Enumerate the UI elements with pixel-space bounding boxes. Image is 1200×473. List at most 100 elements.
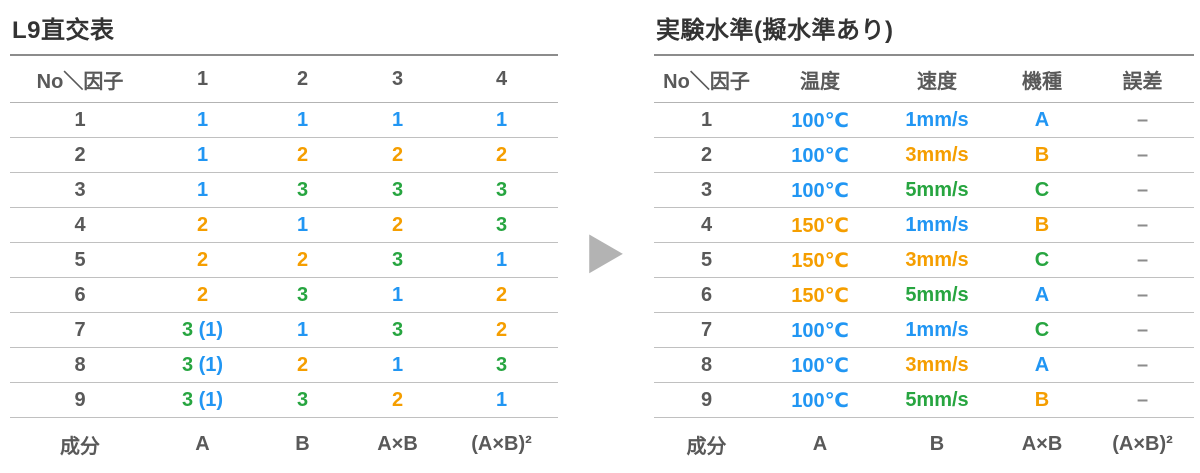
table-cell: B: [1034, 213, 1050, 236]
table-cell: 2: [296, 248, 309, 271]
table-cell: 1mm/s: [905, 213, 969, 236]
table-cell: 2: [196, 213, 209, 236]
table-cell: C: [1034, 178, 1050, 201]
table-row: 9 3 (1) 3 2 1: [10, 383, 558, 418]
table-cell: 2: [495, 143, 508, 166]
table-row: 7 3 (1) 1 3 2: [10, 313, 558, 348]
table-cell: 1: [391, 283, 404, 306]
header-cell-speed: 速度: [917, 70, 957, 93]
experiment-levels-table: 実験水準(擬水準あり) No＼因子 温度 速度 機種 誤差 1 100℃ 1mm/s…: [654, 8, 1194, 473]
table-cell: 1mm/s: [905, 318, 969, 341]
header-cell-col3: 3: [391, 67, 404, 90]
table-cell: B: [1034, 388, 1050, 411]
table-row: 5 2 2 3 1: [10, 243, 558, 278]
table-cell: 150℃: [791, 249, 849, 272]
footer-cell-axb2: (A×B)²: [471, 432, 532, 455]
table-cell: 100℃: [791, 319, 849, 342]
row-number: 2: [700, 143, 713, 166]
right-table-header: No＼因子 温度 速度 機種 誤差: [654, 56, 1194, 103]
row-number: 5: [74, 248, 86, 271]
row-number: 1: [74, 108, 86, 131]
row-number: 6: [700, 283, 713, 306]
table-cell: 3: [391, 248, 404, 271]
table-cell: B: [1034, 143, 1050, 166]
table-cell: 3mm/s: [905, 248, 969, 271]
table-cell: 3: [296, 178, 309, 201]
table-cell: 2: [391, 388, 404, 411]
table-cell: 2: [296, 143, 309, 166]
table-cell: 100℃: [791, 144, 849, 167]
table-cell: 3: [296, 388, 309, 411]
table-cell: 1mm/s: [905, 108, 969, 131]
footer-cell-a: A: [812, 432, 828, 455]
table-cell: –: [1136, 248, 1149, 271]
table-cell: 100℃: [791, 389, 849, 412]
table-cell: 150℃: [791, 284, 849, 307]
row-number: 4: [700, 213, 713, 236]
footer-cell-component: 成分: [686, 435, 727, 458]
table-row: 4 2 1 2 3: [10, 208, 558, 243]
table-cell: 5mm/s: [905, 178, 969, 201]
table-row: 1 1 1 1 1: [10, 103, 558, 138]
right-arrow-icon: ▶: [589, 221, 623, 279]
row-number: 4: [74, 213, 86, 236]
footer-cell-axb: A×B: [377, 432, 418, 455]
header-cell-no-factor: No＼因子: [663, 70, 750, 93]
table-cell: 1: [495, 108, 508, 131]
row-number: 3: [700, 178, 713, 201]
row-number: 2: [74, 143, 86, 166]
arrow-container: ▶: [558, 8, 654, 473]
table-cell: 3 (1): [181, 353, 224, 376]
table-cell: 1: [391, 108, 404, 131]
table-cell: 3: [495, 213, 508, 236]
table-row: 9 100℃ 5mm/s B –: [654, 383, 1194, 418]
table-cell: 3 (1): [181, 388, 224, 411]
table-cell: 2: [495, 283, 508, 306]
header-cell-col4: 4: [495, 67, 508, 90]
table-cell: 2: [495, 318, 508, 341]
table-cell: 1: [196, 143, 209, 166]
table-cell: 2: [196, 283, 209, 306]
table-cell: A: [1034, 353, 1050, 376]
table-row: 7 100℃ 1mm/s C –: [654, 313, 1194, 348]
table-cell: 3: [391, 318, 404, 341]
row-number: 8: [74, 353, 86, 376]
table-cell: 5mm/s: [905, 283, 969, 306]
table-cell: –: [1136, 213, 1149, 236]
row-number: 9: [700, 388, 713, 411]
left-table-title: L9直交表: [10, 8, 558, 56]
table-cell: 2: [296, 353, 309, 376]
table-row: 2 100℃ 3mm/s B –: [654, 138, 1194, 173]
row-number: 5: [700, 248, 713, 271]
table-cell: 1: [495, 388, 508, 411]
header-cell-col2: 2: [296, 67, 309, 90]
table-cell: –: [1136, 108, 1149, 131]
table-cell: 1: [391, 353, 404, 376]
table-cell: 150℃: [791, 214, 849, 237]
left-table-header: No＼因子 1 2 3 4: [10, 56, 558, 103]
table-cell: 3mm/s: [905, 353, 969, 376]
table-row: 3 1 3 3 3: [10, 173, 558, 208]
table-cell: 2: [196, 248, 209, 271]
right-table-title: 実験水準(擬水準あり): [654, 8, 1194, 56]
table-row: 4 150℃ 1mm/s B –: [654, 208, 1194, 243]
table-cell: 5mm/s: [905, 388, 969, 411]
table-row: 8 100℃ 3mm/s A –: [654, 348, 1194, 383]
row-number: 3: [74, 178, 86, 201]
footer-cell-a: A: [195, 432, 210, 455]
table-row: 1 100℃ 1mm/s A –: [654, 103, 1194, 138]
table-row: 6 150℃ 5mm/s A –: [654, 278, 1194, 313]
table-cell: –: [1136, 388, 1149, 411]
table-row: 2 1 2 2 2: [10, 138, 558, 173]
table-cell: 1: [296, 318, 309, 341]
table-cell: A: [1034, 108, 1050, 131]
table-row: 6 2 3 1 2: [10, 278, 558, 313]
table-cell: 1: [495, 248, 508, 271]
footer-cell-b: B: [929, 432, 945, 455]
table-cell: 1: [296, 108, 309, 131]
row-number: 6: [74, 283, 86, 306]
row-number: 7: [74, 318, 86, 341]
table-row: 5 150℃ 3mm/s C –: [654, 243, 1194, 278]
